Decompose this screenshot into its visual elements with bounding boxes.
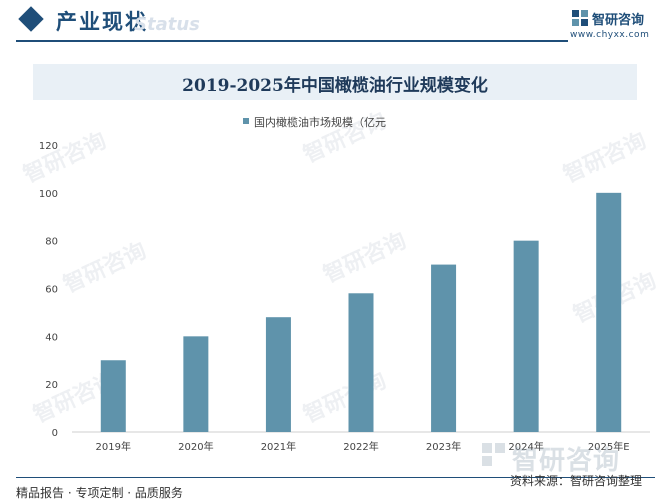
y-tick-label: 20 (45, 380, 58, 391)
x-tick-label: 2024年 (508, 440, 543, 453)
legend-swatch (243, 118, 249, 124)
header-divider (16, 40, 568, 42)
x-tick-label: 2022年 (343, 440, 378, 453)
bar (183, 336, 209, 432)
bar (348, 293, 374, 432)
footer-tagline: 精品报告 · 专项定制 · 品质服务 (16, 486, 183, 500)
logo-icon (572, 10, 588, 26)
x-tick-label: 2023年 (426, 440, 461, 453)
section-watermark: Status (134, 14, 200, 35)
x-tick-label: 2025年E (588, 440, 630, 453)
section-title: 产业现状 (56, 10, 148, 34)
footer-source: 资料来源：智研咨询整理 (510, 474, 643, 488)
y-tick-label: 120 (39, 141, 58, 152)
bar (596, 192, 622, 432)
footer-divider (16, 477, 655, 478)
bar (513, 240, 539, 432)
y-tick-label: 0 (52, 428, 58, 439)
brand-logo: 智研咨询 www.chyxx.com (570, 8, 665, 44)
bar (431, 264, 457, 432)
x-tick-label: 2019年 (96, 440, 131, 453)
chart-title-band: 2019-2025年中国橄榄油行业规模变化 (33, 64, 637, 100)
logo-url: www.chyxx.com (570, 30, 650, 40)
bar (265, 317, 291, 432)
bottom-watermark: 智研咨询 (512, 446, 621, 476)
bar (100, 360, 126, 432)
legend-label: 国内橄榄油市场规模（亿元 (254, 116, 386, 129)
y-tick-label: 100 (39, 189, 58, 200)
page-header: 产业现状 Status 智研咨询 www.chyxx.com (0, 0, 671, 44)
logo-name: 智研咨询 (592, 13, 645, 28)
watermark-logo-icon (482, 443, 505, 466)
chart-title: 2019-2025年中国橄榄油行业规模变化 (182, 76, 488, 96)
y-tick-label: 80 (45, 237, 58, 248)
x-tick-label: 2021年 (261, 440, 296, 453)
y-tick-label: 40 (45, 332, 58, 343)
y-tick-label: 60 (45, 285, 58, 296)
x-tick-label: 2020年 (178, 440, 213, 453)
